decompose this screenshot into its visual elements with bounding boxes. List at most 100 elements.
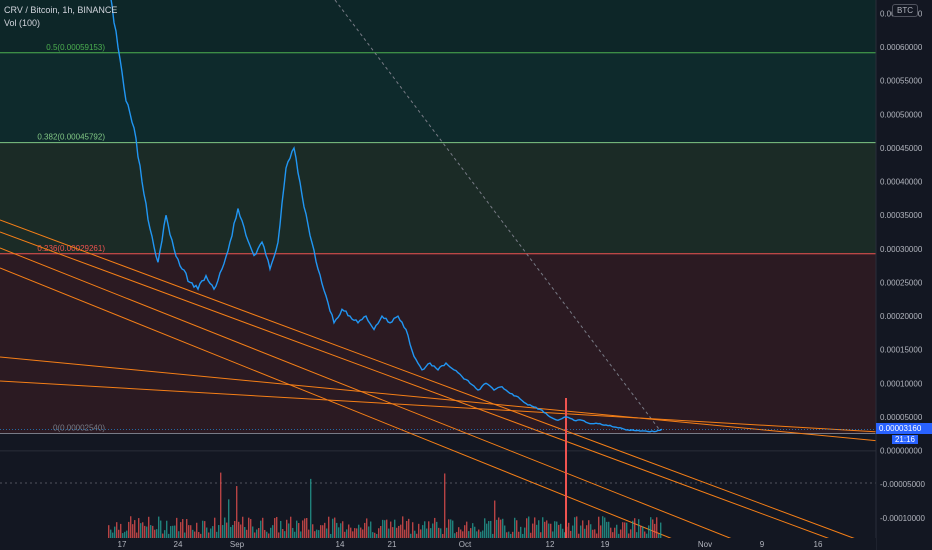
volume-bar bbox=[536, 524, 538, 538]
volume-bar bbox=[324, 522, 326, 538]
volume-bar bbox=[132, 524, 134, 538]
volume-bar bbox=[384, 520, 386, 538]
volume-bar bbox=[126, 530, 128, 538]
volume-bar bbox=[544, 521, 546, 538]
time-axis-panel bbox=[0, 538, 876, 550]
volume-bar bbox=[240, 524, 242, 538]
volume-bar bbox=[290, 516, 292, 538]
volume-bar bbox=[170, 526, 172, 538]
volume-bar bbox=[284, 531, 286, 538]
volume-bar bbox=[398, 525, 400, 538]
volume-bar bbox=[362, 529, 364, 538]
volume-bar bbox=[488, 521, 490, 538]
volume-bar bbox=[408, 518, 410, 538]
volume-bar bbox=[422, 525, 424, 538]
volume-bar bbox=[234, 521, 236, 538]
volume-bar bbox=[652, 519, 654, 538]
volume-bar bbox=[232, 524, 234, 538]
volume-bar bbox=[186, 519, 188, 538]
volume-bar bbox=[246, 529, 248, 538]
trend-line-3 bbox=[0, 267, 701, 550]
volume-bar bbox=[454, 533, 456, 538]
volume-bar bbox=[494, 500, 496, 538]
volume-bar bbox=[388, 528, 390, 538]
volume-bar bbox=[378, 528, 380, 538]
volume-bar bbox=[426, 528, 428, 538]
volume-spike-bar bbox=[565, 398, 567, 538]
volume-bar bbox=[178, 531, 180, 538]
volume-bar bbox=[598, 516, 600, 538]
current-price-label: 0.00003160 bbox=[876, 423, 932, 435]
volume-bar bbox=[130, 516, 132, 538]
x-tick-label: Nov bbox=[698, 540, 712, 549]
volume-bar bbox=[438, 527, 440, 538]
volume-bar bbox=[444, 473, 446, 538]
volume-bar bbox=[252, 526, 254, 538]
volume-bar bbox=[360, 527, 362, 538]
volume-bar bbox=[112, 532, 114, 538]
volume-bar bbox=[158, 516, 160, 538]
volume-bar bbox=[128, 521, 130, 538]
volume-bar bbox=[560, 523, 562, 538]
volume-bar bbox=[456, 531, 458, 538]
volume-bar bbox=[450, 519, 452, 538]
volume-bar bbox=[480, 531, 482, 538]
volume-bar bbox=[578, 533, 580, 538]
volume-bar bbox=[458, 527, 460, 538]
volume-bar bbox=[638, 519, 640, 538]
volume-bar bbox=[468, 531, 470, 538]
volume-bar bbox=[304, 518, 306, 538]
volume-bar bbox=[632, 520, 634, 538]
volume-bar bbox=[516, 520, 518, 538]
fib-label-1: 0.382(0.00045792) bbox=[37, 133, 105, 142]
volume-bar bbox=[434, 517, 436, 538]
volume-bar bbox=[264, 529, 266, 538]
volume-bar bbox=[452, 520, 454, 538]
volume-bar bbox=[478, 529, 480, 538]
volume-bar bbox=[308, 529, 310, 538]
volume-bar bbox=[168, 533, 170, 538]
volume-bar bbox=[270, 527, 272, 538]
volume-bar bbox=[396, 527, 398, 538]
y-tick-label: 0.00055000 bbox=[880, 77, 923, 86]
volume-bar bbox=[212, 526, 214, 538]
volume-bar bbox=[558, 524, 560, 538]
volume-bar bbox=[230, 526, 232, 538]
volume-bar bbox=[310, 478, 312, 538]
volume-bar bbox=[482, 530, 484, 538]
volume-bar bbox=[614, 527, 616, 538]
trend-line-2 bbox=[0, 247, 761, 550]
volume-bar bbox=[374, 532, 376, 538]
fib-zone-2 bbox=[0, 253, 876, 434]
volume-bar bbox=[152, 525, 154, 538]
volume-bar bbox=[328, 516, 330, 538]
volume-bar bbox=[354, 528, 356, 538]
volume-bar bbox=[442, 533, 444, 538]
volume-bar bbox=[420, 529, 422, 538]
volume-bar bbox=[202, 520, 204, 538]
volume-bar bbox=[538, 520, 540, 538]
y-tick-label: 0.00025000 bbox=[880, 278, 923, 287]
volume-bar bbox=[120, 523, 122, 538]
volume-bar bbox=[318, 530, 320, 538]
volume-bar bbox=[490, 520, 492, 538]
volume-bar bbox=[436, 521, 438, 538]
volume-bar bbox=[238, 521, 240, 538]
volume-bar bbox=[556, 521, 558, 538]
volume-bar bbox=[416, 533, 418, 538]
volume-bar bbox=[612, 532, 614, 538]
volume-bar bbox=[116, 522, 118, 538]
volume-bar bbox=[352, 531, 354, 538]
volume-bar bbox=[242, 516, 244, 538]
volume-bar bbox=[288, 523, 290, 538]
volume-bar bbox=[382, 519, 384, 538]
volume-bar bbox=[424, 521, 426, 538]
volume-bar bbox=[506, 532, 508, 538]
volume-bar bbox=[314, 531, 316, 538]
volume-bar bbox=[514, 517, 516, 538]
currency-badge[interactable]: BTC bbox=[892, 4, 918, 17]
volume-bar bbox=[390, 521, 392, 538]
volume-bar bbox=[316, 529, 318, 538]
y-tick-label: 0.00040000 bbox=[880, 178, 923, 187]
